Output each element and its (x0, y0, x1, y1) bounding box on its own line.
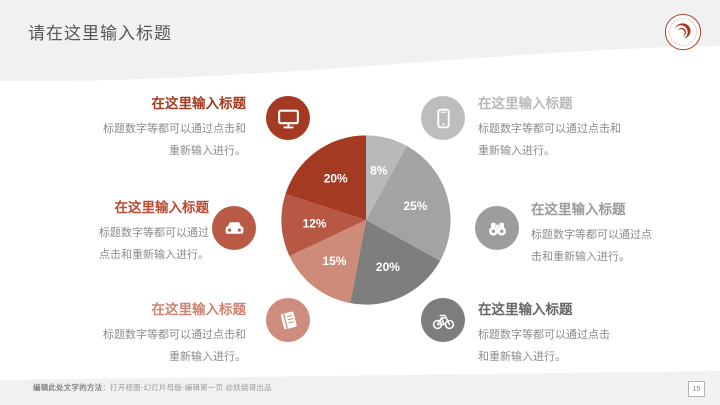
pie-slice-label: 20% (324, 171, 348, 185)
callout-body-line: 点击和重新输入进行。 (99, 249, 209, 261)
callout-body-line: 重新输入进行。 (169, 145, 246, 157)
smartphone-icon (421, 96, 465, 140)
pie-slice (289, 220, 366, 304)
footer-note-bold: 编辑此处文字的方法 (33, 383, 103, 392)
pie-slice (366, 145, 451, 261)
callout-body: 标题数字等都可以通过点击和 重新输入进行。 (76, 324, 246, 368)
footer-note: 编辑此处文字的方法：打开视图-幻灯片母版-编辑第一页 @妖娆哥出品 (33, 382, 272, 393)
callout-body: 标题数字等都可以通过点 击和重新输入进行。 (531, 224, 683, 268)
callout-right-bottom: 在这里输入标题 标题数字等都可以通过点击 和重新输入进行。 (478, 298, 650, 368)
callout-body-line: 重新输入进行。 (478, 145, 555, 157)
callout-left-bottom: 在这里输入标题 标题数字等都可以通过点击和 重新输入进行。 (76, 298, 246, 368)
pie-slice-label: 15% (322, 254, 346, 268)
car-icon (212, 206, 256, 250)
callout-title: 在这里输入标题 (114, 200, 210, 215)
callout-body-line: 标题数字等都可以通过点击和 (103, 329, 246, 341)
callout-left-top: 在这里输入标题 标题数字等都可以通过点击和 重新输入进行。 (76, 92, 246, 162)
callout-title: 在这里输入标题 (151, 302, 247, 317)
callout-body: 标题数字等都可以通过点击和 重新输入进行。 (478, 118, 650, 162)
callout-body: 标题数字等都可以通过点击 和重新输入进行。 (478, 324, 650, 368)
callout-body-line: 标题数字等都可以通过点击 (478, 329, 610, 341)
monitor-icon (266, 96, 310, 140)
callout-title: 在这里输入标题 (478, 302, 573, 317)
pie-slice (366, 135, 407, 220)
pie-slice-label: 25% (404, 199, 428, 213)
bicycle-icon (421, 298, 465, 342)
pie-slice-label: 8% (370, 163, 388, 177)
callout-right-middle: 在这里输入标题 标题数字等都可以通过点 击和重新输入进行。 (531, 198, 683, 268)
page-number: 15 (688, 381, 705, 397)
header-band-shape (0, 0, 720, 82)
pie-chart: 8% 25% 20% 15% 12% 20% (281, 135, 451, 305)
callout-left-middle: 在这里输入标题 标题数字等都可以通过 点击和重新输入进行。 (64, 196, 209, 266)
callout-title: 在这里输入标题 (151, 96, 247, 111)
pie-slice (350, 220, 441, 305)
callout-body: 标题数字等都可以通过 点击和重新输入进行。 (64, 222, 209, 266)
footer-band-shape (0, 371, 720, 405)
callout-body-line: 重新输入进行。 (169, 351, 246, 363)
binoculars-icon (475, 206, 519, 250)
footer-note-rest: ：打开视图-幻灯片母版-编辑第一页 @妖娆哥出品 (102, 383, 272, 392)
header-band (0, 0, 720, 82)
footer-band (0, 371, 720, 405)
pie-slice (285, 135, 366, 220)
callout-body-line: 标题数字等都可以通过 (99, 227, 209, 239)
callout-body: 标题数字等都可以通过点击和 重新输入进行。 (76, 118, 246, 162)
callout-right-top: 在这里输入标题 标题数字等都可以通过点击和 重新输入进行。 (478, 92, 650, 162)
callout-title: 在这里输入标题 (478, 96, 573, 111)
callout-body-line: 和重新输入进行。 (478, 351, 566, 363)
callout-body-line: 标题数字等都可以通过点击和 (103, 123, 246, 135)
callout-title: 在这里输入标题 (531, 202, 626, 217)
page-title: 请在这里输入标题 (28, 24, 172, 43)
callout-body-line: 标题数字等都可以通过点击和 (478, 123, 621, 135)
book-icon (266, 298, 310, 342)
pie-slice (281, 193, 366, 257)
callout-body-line: 击和重新输入进行。 (531, 251, 630, 263)
pie-slice-label: 20% (376, 260, 400, 274)
callout-body-line: 标题数字等都可以通过点 (531, 229, 652, 241)
pie-slice-label: 12% (303, 216, 327, 230)
school-logo-icon (664, 13, 702, 51)
